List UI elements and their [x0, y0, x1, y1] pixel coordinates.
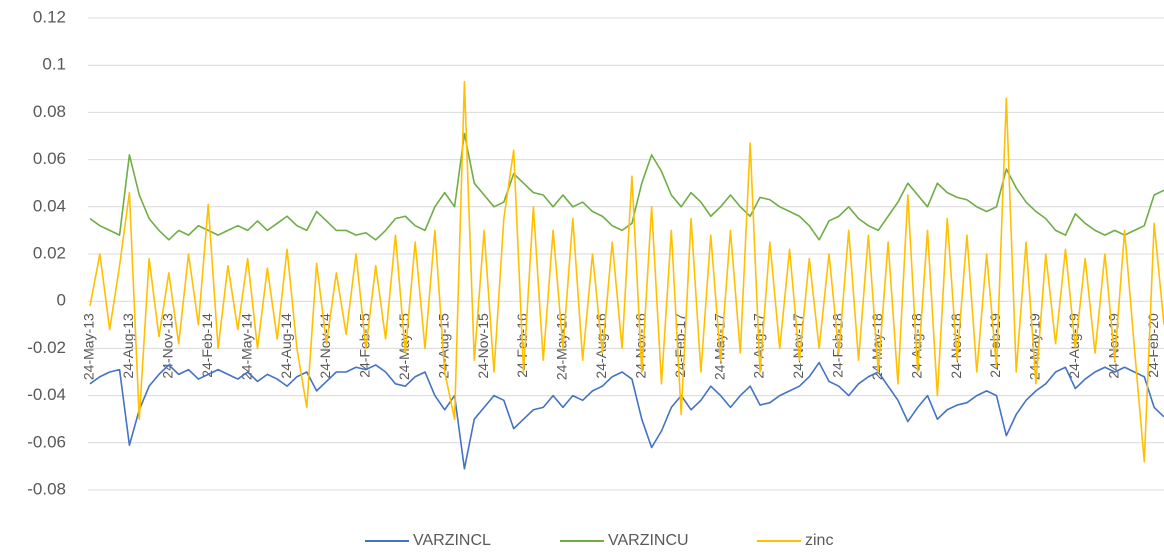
x-tick-label: 24-May-14 — [238, 313, 254, 380]
x-tick-label: 24-May-13 — [81, 313, 97, 380]
x-tick-label: 24-Nov-15 — [475, 313, 491, 379]
series-line — [89, 80, 1164, 463]
x-tick-label: 24-May-16 — [554, 313, 570, 380]
legend-label: VARZINCL — [413, 532, 491, 549]
y-tick-label: -0.06 — [27, 432, 66, 451]
y-tick-label: 0 — [57, 291, 66, 310]
x-tick-label: 24-May-19 — [1027, 313, 1043, 380]
x-tick-label: 24-Aug-13 — [120, 313, 136, 379]
y-tick-label: 0.08 — [33, 102, 66, 121]
x-tick-label: 24-Aug-14 — [278, 313, 294, 379]
y-tick-label: 0.04 — [33, 196, 66, 215]
x-tick-label: 24-Feb-14 — [199, 313, 215, 378]
y-tick-label: -0.08 — [27, 479, 66, 498]
legend-label: VARZINCU — [608, 532, 689, 549]
series-line — [89, 361, 1164, 470]
x-tick-label: 24-Nov-14 — [317, 313, 333, 379]
series-line — [89, 132, 1164, 241]
x-tick-label: 24-Feb-20 — [1145, 313, 1161, 378]
x-tick-label: 24-Aug-19 — [1066, 313, 1082, 379]
y-tick-label: -0.02 — [27, 338, 66, 357]
y-tick-label: 0.06 — [33, 149, 66, 168]
x-tick-label: 24-Nov-13 — [160, 313, 176, 379]
y-tick-label: -0.04 — [27, 385, 66, 404]
y-tick-label: 0.12 — [33, 7, 66, 26]
y-tick-label: 0.1 — [42, 55, 66, 74]
y-tick-label: 0.02 — [33, 243, 66, 262]
legend-label: zinc — [805, 532, 833, 549]
